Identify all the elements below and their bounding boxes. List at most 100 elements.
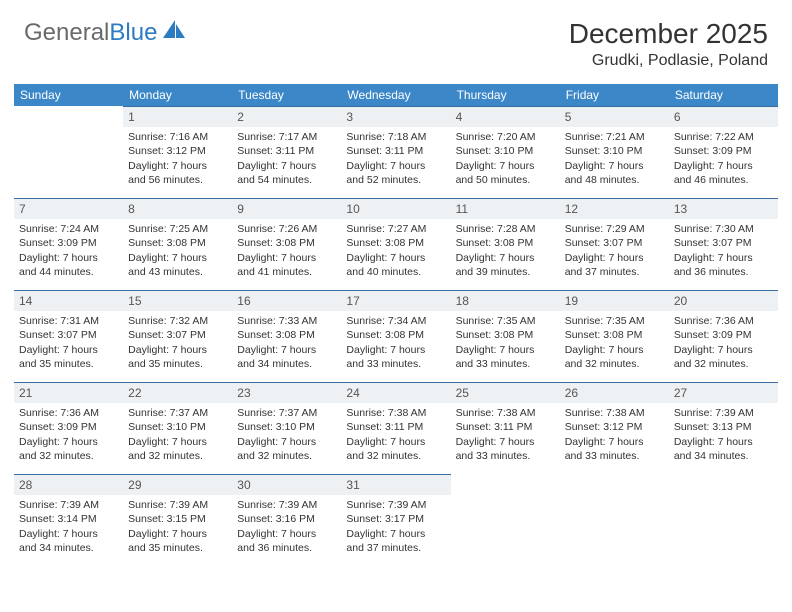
day-number: 10 [341,198,450,219]
sunrise-text: Sunrise: 7:18 AM [346,130,445,144]
sunset-text: Sunset: 3:09 PM [674,144,773,158]
daylight-text: Daylight: 7 hours and 34 minutes. [237,343,336,371]
sunrise-text: Sunrise: 7:29 AM [565,222,664,236]
day-number: 17 [341,290,450,311]
daylight-text: Daylight: 7 hours and 34 minutes. [19,527,118,555]
day-content: Sunrise: 7:39 AMSunset: 3:13 PMDaylight:… [669,403,778,467]
day-number: 26 [560,382,669,403]
calendar-day-cell [451,474,560,566]
daylight-text: Daylight: 7 hours and 34 minutes. [674,435,773,463]
sunrise-text: Sunrise: 7:39 AM [128,498,227,512]
sail-icon [161,18,187,47]
day-number: 29 [123,474,232,495]
day-number: 24 [341,382,450,403]
day-number: 19 [560,290,669,311]
daylight-text: Daylight: 7 hours and 32 minutes. [237,435,336,463]
day-number: 20 [669,290,778,311]
calendar-day-cell: 29Sunrise: 7:39 AMSunset: 3:15 PMDayligh… [123,474,232,566]
sunset-text: Sunset: 3:07 PM [565,236,664,250]
day-number: 4 [451,106,560,127]
sunset-text: Sunset: 3:07 PM [674,236,773,250]
calendar-day-cell: 3Sunrise: 7:18 AMSunset: 3:11 PMDaylight… [341,106,450,198]
sunset-text: Sunset: 3:11 PM [346,144,445,158]
day-content: Sunrise: 7:22 AMSunset: 3:09 PMDaylight:… [669,127,778,191]
calendar-day-cell: 13Sunrise: 7:30 AMSunset: 3:07 PMDayligh… [669,198,778,290]
daylight-text: Daylight: 7 hours and 33 minutes. [456,343,555,371]
calendar-day-cell: 9Sunrise: 7:26 AMSunset: 3:08 PMDaylight… [232,198,341,290]
day-content: Sunrise: 7:39 AMSunset: 3:14 PMDaylight:… [14,495,123,559]
calendar-day-cell: 23Sunrise: 7:37 AMSunset: 3:10 PMDayligh… [232,382,341,474]
sunset-text: Sunset: 3:08 PM [237,236,336,250]
weekday-header: Friday [560,84,669,106]
sunrise-text: Sunrise: 7:39 AM [674,406,773,420]
day-number: 27 [669,382,778,403]
daylight-text: Daylight: 7 hours and 33 minutes. [456,435,555,463]
day-content: Sunrise: 7:30 AMSunset: 3:07 PMDaylight:… [669,219,778,283]
day-number: 3 [341,106,450,127]
sunrise-text: Sunrise: 7:39 AM [237,498,336,512]
daylight-text: Daylight: 7 hours and 35 minutes. [128,527,227,555]
sunset-text: Sunset: 3:08 PM [565,328,664,342]
daylight-text: Daylight: 7 hours and 50 minutes. [456,159,555,187]
day-content: Sunrise: 7:36 AMSunset: 3:09 PMDaylight:… [14,403,123,467]
day-number: 22 [123,382,232,403]
daylight-text: Daylight: 7 hours and 35 minutes. [128,343,227,371]
sunset-text: Sunset: 3:07 PM [19,328,118,342]
day-content: Sunrise: 7:38 AMSunset: 3:11 PMDaylight:… [451,403,560,467]
sunrise-text: Sunrise: 7:35 AM [456,314,555,328]
daylight-text: Daylight: 7 hours and 46 minutes. [674,159,773,187]
logo-text-2: Blue [109,19,157,47]
sunrise-text: Sunrise: 7:24 AM [19,222,118,236]
calendar-day-cell: 28Sunrise: 7:39 AMSunset: 3:14 PMDayligh… [14,474,123,566]
sunrise-text: Sunrise: 7:22 AM [674,130,773,144]
sunrise-text: Sunrise: 7:36 AM [19,406,118,420]
daylight-text: Daylight: 7 hours and 37 minutes. [565,251,664,279]
day-content: Sunrise: 7:33 AMSunset: 3:08 PMDaylight:… [232,311,341,375]
daylight-text: Daylight: 7 hours and 40 minutes. [346,251,445,279]
calendar-day-cell: 25Sunrise: 7:38 AMSunset: 3:11 PMDayligh… [451,382,560,474]
calendar-day-cell: 4Sunrise: 7:20 AMSunset: 3:10 PMDaylight… [451,106,560,198]
day-content: Sunrise: 7:20 AMSunset: 3:10 PMDaylight:… [451,127,560,191]
daylight-text: Daylight: 7 hours and 44 minutes. [19,251,118,279]
day-number: 21 [14,382,123,403]
calendar-week-row: 14Sunrise: 7:31 AMSunset: 3:07 PMDayligh… [14,290,778,382]
page-subtitle: Grudki, Podlasie, Poland [569,52,768,70]
sunset-text: Sunset: 3:09 PM [19,236,118,250]
day-content: Sunrise: 7:36 AMSunset: 3:09 PMDaylight:… [669,311,778,375]
sunset-text: Sunset: 3:10 PM [237,420,336,434]
day-content: Sunrise: 7:37 AMSunset: 3:10 PMDaylight:… [123,403,232,467]
calendar-day-cell: 27Sunrise: 7:39 AMSunset: 3:13 PMDayligh… [669,382,778,474]
sunrise-text: Sunrise: 7:20 AM [456,130,555,144]
day-content: Sunrise: 7:38 AMSunset: 3:12 PMDaylight:… [560,403,669,467]
calendar-week-row: 28Sunrise: 7:39 AMSunset: 3:14 PMDayligh… [14,474,778,566]
day-number: 31 [341,474,450,495]
daylight-text: Daylight: 7 hours and 32 minutes. [674,343,773,371]
weekday-header-row: SundayMondayTuesdayWednesdayThursdayFrid… [14,84,778,106]
sunrise-text: Sunrise: 7:37 AM [128,406,227,420]
sunset-text: Sunset: 3:07 PM [128,328,227,342]
day-content: Sunrise: 7:37 AMSunset: 3:10 PMDaylight:… [232,403,341,467]
sunset-text: Sunset: 3:11 PM [237,144,336,158]
sunrise-text: Sunrise: 7:32 AM [128,314,227,328]
calendar-week-row: 7Sunrise: 7:24 AMSunset: 3:09 PMDaylight… [14,198,778,290]
day-number: 13 [669,198,778,219]
sunset-text: Sunset: 3:13 PM [674,420,773,434]
logo: GeneralBlue [24,18,187,47]
sunset-text: Sunset: 3:16 PM [237,512,336,526]
calendar-day-cell: 14Sunrise: 7:31 AMSunset: 3:07 PMDayligh… [14,290,123,382]
day-number: 14 [14,290,123,311]
weekday-header: Tuesday [232,84,341,106]
calendar-day-cell: 7Sunrise: 7:24 AMSunset: 3:09 PMDaylight… [14,198,123,290]
sunrise-text: Sunrise: 7:37 AM [237,406,336,420]
day-number: 30 [232,474,341,495]
day-content: Sunrise: 7:38 AMSunset: 3:11 PMDaylight:… [341,403,450,467]
day-content: Sunrise: 7:39 AMSunset: 3:16 PMDaylight:… [232,495,341,559]
sunrise-text: Sunrise: 7:38 AM [456,406,555,420]
day-content: Sunrise: 7:34 AMSunset: 3:08 PMDaylight:… [341,311,450,375]
sunset-text: Sunset: 3:11 PM [456,420,555,434]
title-block: December 2025 Grudki, Podlasie, Poland [569,18,768,70]
daylight-text: Daylight: 7 hours and 33 minutes. [346,343,445,371]
calendar-day-cell: 17Sunrise: 7:34 AMSunset: 3:08 PMDayligh… [341,290,450,382]
calendar-day-cell: 1Sunrise: 7:16 AMSunset: 3:12 PMDaylight… [123,106,232,198]
calendar-day-cell: 22Sunrise: 7:37 AMSunset: 3:10 PMDayligh… [123,382,232,474]
